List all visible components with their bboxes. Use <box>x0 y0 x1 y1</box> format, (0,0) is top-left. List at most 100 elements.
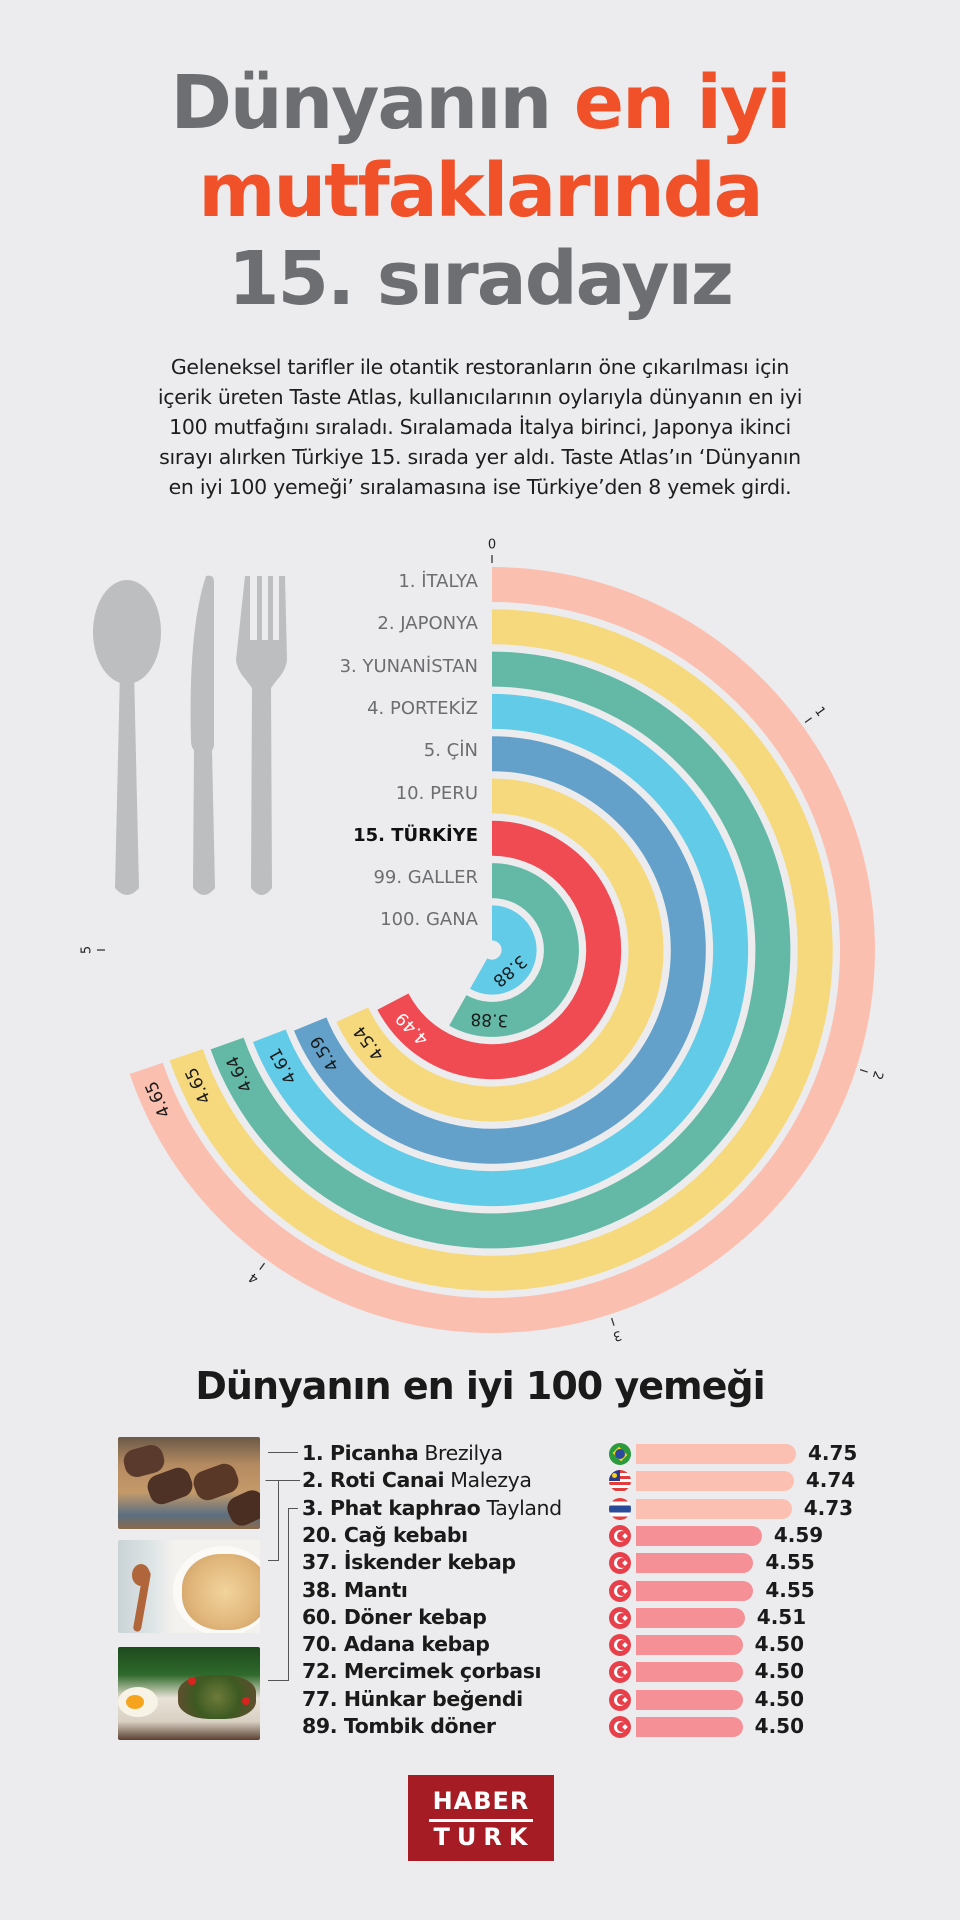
intro-paragraph: Geleneksel tarifler ile otantik restoran… <box>60 352 900 502</box>
dish-name: 70. Adana kebap <box>302 1632 490 1657</box>
dish-name: 38. Mantı <box>302 1577 408 1602</box>
dish-country: Tayland <box>480 1495 562 1520</box>
intro-line: 100 mutfağını sıraladı. Sıralamada İtaly… <box>169 415 791 439</box>
malaysia-flag-icon <box>609 1470 631 1493</box>
dish-name: 3. Phat kaphrao <box>302 1495 481 1520</box>
dish-list-item: 3. Phat kaphrao Tayland <box>302 1495 562 1522</box>
turkey-flag-icon <box>609 1661 631 1684</box>
score-value: 4.75 <box>808 1441 858 1465</box>
dish-country: Malezya <box>444 1468 532 1493</box>
ring-category-label: 3. YUNANİSTAN <box>339 655 478 677</box>
ring-bar <box>449 863 579 1037</box>
ring-category-label: 10. PERU <box>395 782 478 804</box>
axis-tick <box>259 1262 266 1270</box>
ring-category-label: 99. GALLER <box>373 867 478 889</box>
axis-tick-label: 0 <box>488 538 496 553</box>
score-value: 4.73 <box>803 1495 854 1520</box>
score-value: 4.50 <box>754 1632 805 1657</box>
turkey-flag-icon <box>609 1524 631 1547</box>
score-value: 4.50 <box>754 1659 805 1684</box>
score-bar <box>636 1471 794 1492</box>
axis-tick-label: 5 <box>80 946 95 954</box>
score-bar <box>636 1717 743 1737</box>
haberturk-logo[interactable]: HABER TURK <box>408 1775 554 1861</box>
axis-tick-label: 4 <box>246 1269 262 1286</box>
turkey-flag-icon <box>609 1552 631 1575</box>
ring-category-label: 5. ÇİN <box>423 740 478 762</box>
intro-line: en iyi 100 yemeği’ sıralamasına ise Türk… <box>168 475 792 499</box>
turkey-flag-icon <box>609 1579 631 1602</box>
score-bar <box>636 1498 792 1519</box>
score-bar <box>636 1662 743 1683</box>
fork-icon <box>236 576 287 895</box>
axis-tick-label: 2 <box>869 1069 886 1082</box>
picanha-photo <box>118 1437 260 1529</box>
connector-line-3 <box>268 1508 289 1681</box>
ring-bar <box>470 905 537 995</box>
score-bar <box>636 1689 743 1710</box>
ring-category-label: 100. GANA <box>380 909 478 931</box>
dish-list-item: 77. Hünkar beğendi <box>302 1686 523 1713</box>
connector-line-2-vert <box>268 1480 279 1561</box>
dish-name: 20. Cağ kebabı <box>302 1522 468 1547</box>
ring-category-label: 1. İTALYA <box>398 571 478 592</box>
score-bar <box>636 1580 754 1601</box>
score-bar <box>636 1553 754 1574</box>
connector-line-3-top <box>288 1508 298 1509</box>
axis-tick <box>610 1317 615 1326</box>
dish-name: 2. Roti Canai <box>302 1468 445 1493</box>
logo-line-1: HABER <box>432 1787 530 1815</box>
score-bar <box>636 1635 743 1656</box>
spoon-icon <box>93 580 161 895</box>
ring-category-label: 2. JAPONYA <box>377 613 478 635</box>
dishes-title: Dünyanın en iyi 100 yemeği <box>195 1364 765 1408</box>
connector-line-2-top <box>278 1480 298 1481</box>
brazil-flag-icon <box>609 1443 631 1465</box>
score-value: 4.50 <box>754 1714 805 1738</box>
dish-name: 77. Hünkar beğendi <box>302 1686 523 1711</box>
turkey-flag-icon <box>609 1634 631 1657</box>
axis-tick <box>804 717 812 724</box>
dish-list-item: 37. İskender kebap <box>302 1549 516 1576</box>
knife-icon <box>190 575 215 895</box>
dish-list-item: 2. Roti Canai Malezya <box>302 1467 532 1494</box>
dish-list-item: 72. Mercimek çorbası <box>302 1658 542 1685</box>
intro-line: sırayı alırken Türkiye 15. sırada yer al… <box>159 445 801 469</box>
score-bar <box>636 1607 745 1628</box>
dish-name: 37. İskender kebap <box>302 1550 516 1575</box>
roti-canai-photo <box>118 1540 260 1633</box>
dish-name: 89. Tombik döner <box>302 1714 496 1738</box>
dish-list-item: 70. Adana kebap <box>302 1631 490 1658</box>
dish-name: 60. Döner kebap <box>302 1604 487 1629</box>
thailand-flag-icon <box>609 1497 631 1520</box>
ring-value-label: 3.88 <box>470 1009 509 1030</box>
dish-name: 1. Picanha <box>302 1441 419 1465</box>
turkey-flag-icon <box>609 1606 631 1629</box>
intro-line: Geleneksel tarifler ile otantik restoran… <box>170 355 790 379</box>
logo-rule <box>429 1819 533 1822</box>
title-line-3: 15. sıradayız <box>228 236 734 322</box>
axis-tick-label: 3 <box>611 1327 624 1344</box>
score-bar <box>636 1525 762 1546</box>
score-value: 4.51 <box>756 1604 807 1629</box>
turkey-flag-icon <box>609 1716 631 1738</box>
score-bar <box>636 1444 796 1464</box>
connector-line-1 <box>268 1452 298 1453</box>
cutlery-icon <box>93 575 287 895</box>
page-title: Dünyanın en iyi <box>0 62 960 144</box>
dish-list-item: 60. Döner kebap <box>302 1604 487 1631</box>
axis-tick <box>859 1068 868 1073</box>
dish-name: 72. Mercimek çorbası <box>302 1659 542 1684</box>
dish-list-item: 1. Picanha Brezilya <box>302 1440 503 1467</box>
dish-list-item: 38. Mantı <box>302 1577 408 1604</box>
score-value: 4.55 <box>765 1550 815 1575</box>
turkey-flag-icon <box>609 1688 631 1711</box>
phat-kaphrao-photo <box>118 1647 260 1740</box>
title-part-gray: Dünyanın <box>170 60 552 146</box>
dish-country: Brezilya <box>418 1441 503 1465</box>
score-value: 4.50 <box>754 1686 805 1711</box>
axis-tick-label: 1 <box>811 704 828 720</box>
title-part-orange: en iyi <box>573 60 792 146</box>
score-value: 4.59 <box>773 1522 824 1547</box>
